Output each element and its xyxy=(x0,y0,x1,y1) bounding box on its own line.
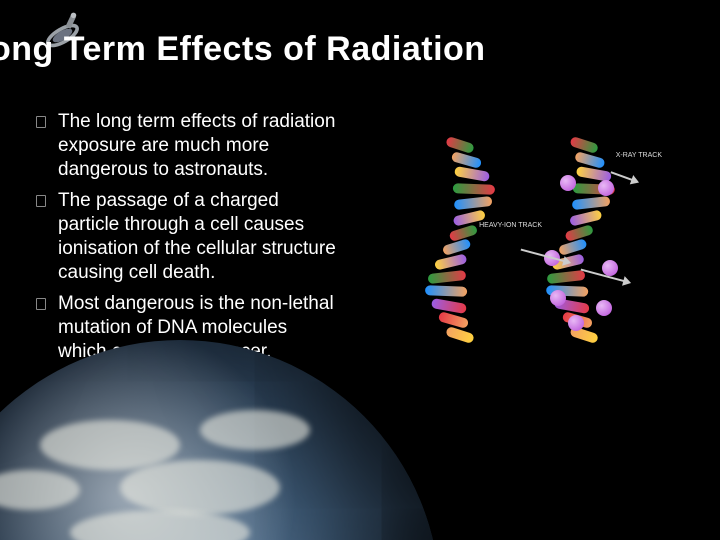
dna-helix-right xyxy=(550,140,610,350)
ion-particle xyxy=(560,175,576,191)
dna-rung xyxy=(445,136,475,154)
slide-title: ong Term Effects of Radiation xyxy=(0,30,486,69)
content-area: The long term effects of radiation expos… xyxy=(30,110,690,372)
dna-rung xyxy=(558,238,588,256)
dna-rung xyxy=(569,209,602,226)
dna-rung xyxy=(574,151,605,169)
bullet-item: The long term effects of radiation expos… xyxy=(30,110,340,181)
ion-particle xyxy=(550,290,566,306)
dna-rung xyxy=(442,238,472,256)
slide: ong Term Effects of Radiation The long t… xyxy=(0,0,720,540)
dna-rung xyxy=(546,269,585,283)
dna-rung xyxy=(571,196,610,210)
dna-rung xyxy=(430,298,466,314)
heavy-ion-label: HEAVY-ION TRACK xyxy=(479,222,542,230)
bullet-list: The long term effects of radiation expos… xyxy=(30,110,340,372)
ion-particle xyxy=(602,260,618,276)
xray-label: X-RAY TRACK xyxy=(616,152,662,160)
dna-rung xyxy=(425,285,467,297)
ion-particle xyxy=(596,300,612,316)
dna-rung xyxy=(451,151,482,169)
dna-rung xyxy=(438,311,469,329)
xray-arrow xyxy=(611,171,638,182)
dna-helix-left xyxy=(430,140,490,350)
dna-illustration: X-RAY TRACK HEAVY-ION TRACK xyxy=(360,130,670,360)
dna-rung xyxy=(427,269,466,283)
dna-rung xyxy=(453,166,489,182)
dna-rung xyxy=(434,253,467,270)
dna-rung xyxy=(453,183,495,195)
ion-particle xyxy=(598,180,614,196)
dna-rung xyxy=(569,136,599,154)
ion-particle xyxy=(568,315,584,331)
dna-rung xyxy=(445,326,475,344)
bullet-item: The passage of a charged particle throug… xyxy=(30,189,340,284)
dna-rung xyxy=(453,196,492,210)
